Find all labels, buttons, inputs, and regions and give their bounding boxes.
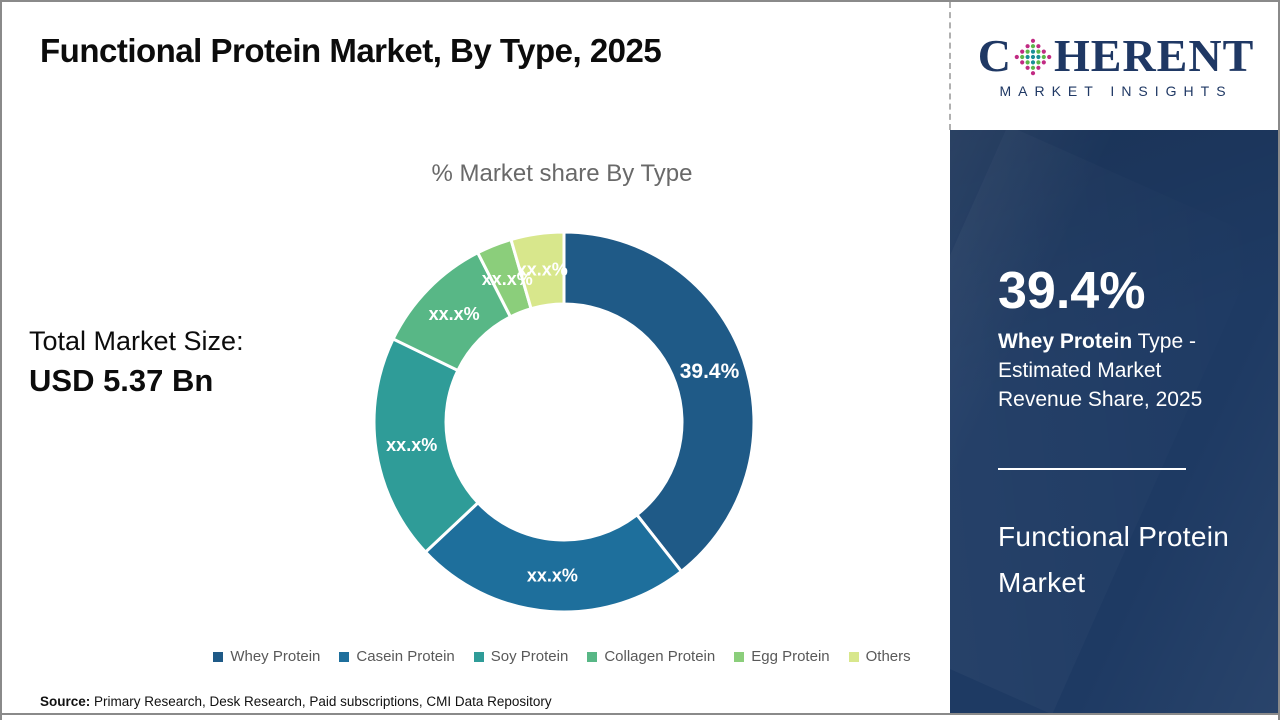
logo-globe-dot: [1030, 54, 1036, 60]
donut-label-whey-protein: 39.4%: [680, 360, 740, 383]
logo-globe-dot: [1030, 65, 1036, 70]
logo-globe-icon: [1014, 38, 1052, 76]
logo-globe-dot: [1030, 49, 1036, 54]
sidebar-stat-segment: Whey Protein: [998, 329, 1133, 353]
logo-globe-dot: [1014, 54, 1019, 60]
logo-globe-dot: [1025, 44, 1030, 49]
total-market-size-value: USD 5.37 Bn: [29, 363, 214, 398]
legend-marker: [587, 651, 598, 662]
legend-label: Egg Protein: [751, 648, 830, 665]
sidebar-stat-description: Whey Protein Type - Estimated Market Rev…: [998, 327, 1230, 414]
sidebar-market-name: Functional Protein Market: [998, 520, 1230, 598]
donut-label-collagen-protein: xx.x%: [429, 304, 480, 324]
logo-globe-dot: [1020, 54, 1025, 60]
bottom-border-line: [2, 713, 1278, 715]
logo-globe-dot: [1025, 54, 1030, 60]
logo-globe-dot: [1036, 65, 1041, 70]
logo-divider-dashed-line: [949, 2, 951, 130]
donut-label-egg-protein: xx.x%: [482, 269, 533, 289]
logo-subtitle: MARKET INSIGHTS: [999, 83, 1233, 99]
legend-item-egg-protein: Egg Protein: [734, 648, 830, 665]
total-market-size-label: Total Market Size:: [29, 326, 244, 356]
logo-letter-c: C: [977, 30, 1012, 81]
company-logo: C HERENT MARKET INSIGHTS: [952, 2, 1278, 130]
sidebar-divider-line: [998, 467, 1186, 470]
logo-globe-dot: [1036, 49, 1041, 54]
legend-marker: [339, 651, 350, 662]
highlight-sidebar: 39.4% Whey Protein Type - Estimated Mark…: [950, 130, 1278, 713]
logo-globe-dot: [1020, 60, 1025, 65]
legend-label: Casein Protein: [356, 648, 455, 665]
legend-label: Soy Protein: [490, 648, 569, 665]
legend-marker: [213, 651, 224, 662]
donut-label-others: xx.x%: [517, 260, 568, 280]
donut-label-casein-protein: xx.x%: [527, 566, 578, 586]
donut-slice-casein-protein: [424, 501, 683, 614]
logo-globe-dot: [1047, 54, 1052, 60]
legend-item-casein-protein: Casein Protein: [339, 648, 455, 665]
logo-wordmark: C HERENT: [978, 33, 1255, 79]
legend-item-others: Others: [848, 648, 911, 665]
logo-letters-herent: HERENT: [1053, 30, 1255, 81]
source-note: Source: Primary Research, Desk Research,…: [40, 694, 552, 709]
legend-label: Others: [865, 648, 911, 665]
donut-label-soy-protein: xx.x%: [386, 435, 437, 455]
logo-globe-dot: [1020, 49, 1025, 54]
donut-chart: 39.4% xx.x% xx.x% xx.x% xx.x% xx.x%: [364, 222, 764, 622]
donut-chart-svg: 39.4%xx.x%xx.x%xx.x%xx.x%xx.x%: [372, 230, 756, 614]
donut-slice-whey-protein: [562, 230, 756, 573]
logo-globe-dot: [1030, 60, 1036, 65]
source-label: Source:: [40, 694, 91, 709]
logo-globe-dot: [1036, 54, 1041, 60]
logo-globe-dot: [1036, 44, 1041, 49]
page-title: Functional Protein Market, By Type, 2025: [40, 32, 662, 69]
legend-marker: [848, 651, 859, 662]
legend-item-soy-protein: Soy Protein: [473, 648, 569, 665]
legend-marker: [473, 651, 484, 662]
logo-globe-dot: [1025, 49, 1030, 54]
logo-globe-dot: [1025, 65, 1030, 70]
donut-slice-others: [509, 230, 566, 311]
legend-marker: [734, 651, 745, 662]
legend-label: Whey Protein: [230, 648, 321, 665]
logo-globe-dot: [1041, 49, 1046, 54]
source-text: Primary Research, Desk Research, Paid su…: [90, 694, 552, 709]
chart-legend: Whey Protein Casein Protein Soy Protein Col…: [182, 648, 942, 665]
logo-globe-dot: [1030, 44, 1036, 49]
logo-globe-dot: [1025, 60, 1030, 65]
logo-globe-dot: [1041, 60, 1046, 65]
chart-title: % Market share By Type: [431, 160, 693, 187]
logo-globe-dot: [1030, 71, 1036, 76]
logo-globe-dot: [1036, 60, 1041, 65]
logo-globe-dot: [1030, 38, 1036, 43]
legend-label: Collagen Protein: [604, 648, 716, 665]
legend-item-whey-protein: Whey Protein: [213, 648, 320, 665]
total-market-size-block: Total Market Size: USD 5.37 Bn: [29, 326, 244, 399]
sidebar-stat-value: 39.4%: [998, 262, 1146, 320]
logo-globe-dot: [1041, 54, 1046, 60]
sidebar-stat-rest: Type - Estimated Market Revenue Share, 2…: [998, 329, 1203, 411]
legend-item-collagen-protein: Collagen Protein: [587, 648, 715, 665]
